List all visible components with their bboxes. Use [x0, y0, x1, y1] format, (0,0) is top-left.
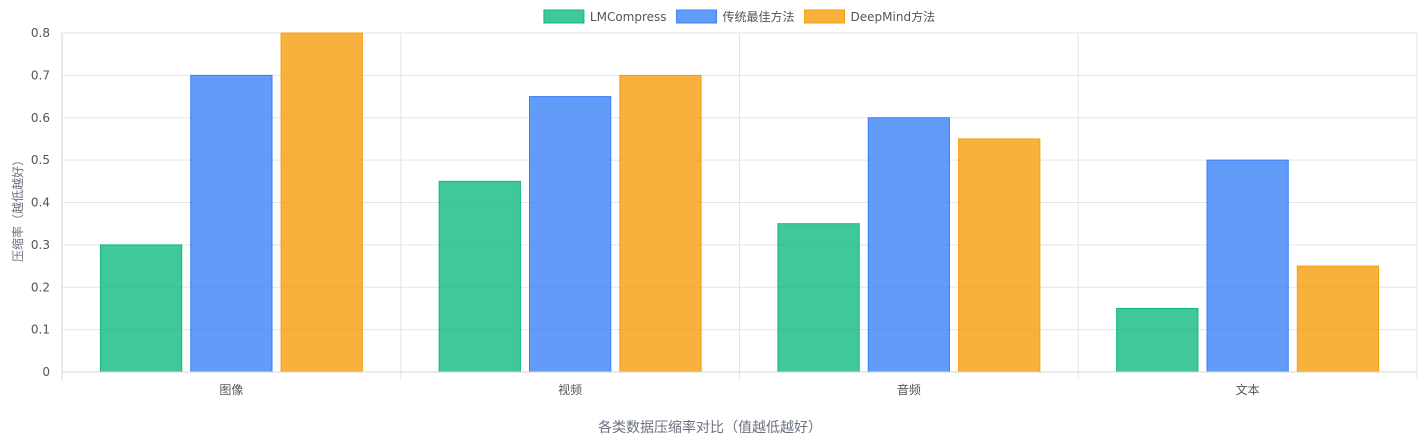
bar[interactable]	[619, 74, 702, 373]
y-tick-label: 0.3	[31, 238, 50, 252]
bar[interactable]	[438, 180, 521, 373]
bar[interactable]	[280, 32, 363, 373]
legend[interactable]: LMCompress 传统最佳方法 DeepMind方法	[543, 9, 936, 24]
legend-swatch	[804, 9, 846, 24]
y-tick-label: 0	[42, 365, 50, 379]
legend-label: LMCompress	[590, 10, 667, 24]
bar[interactable]	[867, 117, 951, 373]
legend-item[interactable]: LMCompress	[543, 9, 667, 24]
x-tick-label: 视频	[558, 382, 582, 397]
bar[interactable]	[1296, 265, 1380, 373]
bars	[99, 32, 1380, 373]
bar[interactable]	[1206, 159, 1289, 373]
bar[interactable]	[777, 223, 860, 373]
x-axis-title: 各类数据压缩率对比（值越低越好）	[598, 419, 822, 436]
legend-swatch	[543, 9, 585, 24]
y-tick-label: 0.7	[31, 68, 50, 82]
x-tick-label: 文本	[1236, 382, 1260, 397]
y-tick-label: 0.6	[31, 111, 50, 125]
bar[interactable]	[99, 244, 183, 373]
y-axis-title: 压缩率（越低越好）	[10, 154, 25, 262]
legend-item[interactable]: 传统最佳方法	[676, 9, 795, 24]
y-tick-label: 0.1	[31, 323, 50, 337]
y-tick-label: 0.5	[31, 153, 50, 167]
y-tick-label: 0.8	[31, 26, 50, 40]
axes: 0 0.1 0.2 0.3 0.4 0.5 0.6 0.7 0.8 图像 视频 音频 文本	[31, 26, 1417, 397]
bar[interactable]	[1116, 307, 1199, 373]
bar[interactable]	[528, 96, 612, 373]
legend-label: DeepMind方法	[851, 9, 936, 24]
legend-item[interactable]: DeepMind方法	[804, 9, 936, 24]
legend-swatch	[676, 9, 718, 24]
legend-label: 传统最佳方法	[723, 9, 795, 24]
y-tick-label: 0.4	[31, 196, 50, 210]
x-tick-label: 音频	[897, 382, 921, 397]
bar[interactable]	[958, 138, 1041, 373]
y-tick-label: 0.2	[31, 280, 50, 294]
x-tick-label: 图像	[219, 383, 243, 397]
bar[interactable]	[190, 74, 273, 373]
